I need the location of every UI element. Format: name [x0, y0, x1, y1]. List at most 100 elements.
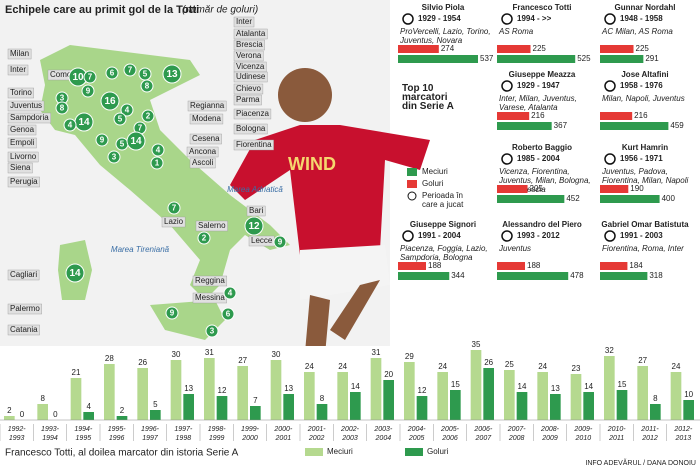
- goal-label: 8: [60, 104, 65, 113]
- club-box: [233, 39, 265, 51]
- matches-bar: [497, 55, 576, 63]
- legend-swatch: [407, 180, 417, 188]
- legend-label: Meciuri: [422, 167, 448, 176]
- player-clubs: Fiorentina, Roma, Inter: [602, 244, 684, 253]
- goal-marker: [126, 131, 146, 151]
- value-label: 5: [153, 400, 158, 409]
- club-label: Modena: [192, 114, 221, 123]
- goal-label: 14: [69, 268, 81, 279]
- bar: [616, 390, 628, 420]
- goal-marker: [113, 112, 127, 126]
- legend-label: Goluri: [427, 447, 449, 456]
- club-label: Juventus: [10, 101, 42, 110]
- goals-bar: [497, 45, 531, 53]
- goal-marker: [123, 63, 137, 77]
- bar: [604, 356, 615, 420]
- credit: INFO ADEVĂRUL / DANA DONOIU: [585, 458, 696, 467]
- club-box: [195, 220, 228, 232]
- matches-label: 525: [577, 54, 591, 63]
- goal-marker: [205, 324, 219, 338]
- value-label: 29: [405, 352, 414, 361]
- goal-label: 6: [226, 310, 231, 319]
- goal-marker: [197, 231, 211, 245]
- matches-bar: [398, 55, 478, 63]
- club-label: Chievo: [236, 84, 261, 93]
- goal-label: 14: [130, 136, 142, 147]
- value-label: 15: [618, 380, 627, 389]
- header-title: Echipele care au primit gol de la Totti: [5, 4, 199, 16]
- goals-label: 225: [636, 44, 650, 53]
- club-box: [192, 275, 228, 287]
- club-box: [7, 137, 37, 149]
- club-label: Regianna: [190, 101, 225, 110]
- ball-icon: [402, 13, 414, 25]
- goal-marker: [100, 91, 120, 111]
- goal-label: 4: [125, 106, 130, 115]
- bar: [537, 372, 548, 420]
- jersey-text: WIND: [288, 154, 336, 174]
- value-label: 31: [372, 348, 381, 357]
- goals-label: 274: [441, 44, 455, 53]
- bar: [70, 378, 82, 420]
- club-label: Vicenza: [236, 62, 265, 71]
- value-label: 14: [351, 382, 360, 391]
- x-tick-label: 2003-2004: [373, 426, 393, 442]
- club-box: [7, 303, 42, 315]
- matches-bar: [600, 195, 660, 203]
- goal-label: 2: [202, 234, 207, 243]
- bar: [4, 416, 15, 420]
- club-label: Ancona: [189, 147, 217, 156]
- value-label: 2: [120, 406, 125, 415]
- bar: [350, 392, 361, 420]
- goals-bar: [600, 262, 628, 270]
- value-label: 13: [551, 384, 560, 393]
- bar: [483, 368, 494, 420]
- bar: [637, 366, 648, 420]
- club-box: [233, 108, 272, 120]
- ball-icon: [402, 230, 414, 242]
- club-box: [7, 124, 37, 136]
- goal-label: 5: [118, 115, 123, 124]
- club-label: Perugia: [10, 177, 38, 186]
- club-label: Bari: [249, 206, 263, 215]
- x-tick-label: 2010-2011: [607, 426, 627, 442]
- legend-swatch: [407, 168, 417, 176]
- goal-label: 13: [166, 69, 178, 80]
- value-label: 21: [72, 368, 81, 377]
- goal-label: 14: [78, 117, 90, 128]
- value-label: 4: [86, 402, 91, 411]
- goal-label: 10: [72, 72, 84, 83]
- value-label: 14: [584, 382, 593, 391]
- legend-label: Perioada în care a jucat: [422, 191, 464, 209]
- value-label: 15: [451, 380, 460, 389]
- goal-marker: [151, 143, 165, 157]
- player-clubs: Milan, Napoli, Juventus: [602, 94, 685, 103]
- club-box: [7, 112, 51, 124]
- value-label: 23: [572, 364, 581, 373]
- goals-label: 184: [629, 261, 643, 270]
- value-label: 32: [605, 346, 614, 355]
- player-years: 1991 - 2003: [620, 231, 663, 240]
- value-label: 10: [684, 390, 693, 399]
- player-clubs: AC Milan, AS Roma: [601, 27, 673, 36]
- player-name: Gabriel Omar Batistuta: [601, 220, 689, 229]
- bar: [437, 372, 448, 420]
- legend-swatch: [305, 448, 323, 456]
- matches-label: 459: [670, 121, 684, 130]
- legend-swatch: [405, 448, 423, 456]
- bar: [204, 358, 215, 420]
- player-name: Jose Altafini: [621, 70, 668, 79]
- value-label: 35: [472, 340, 481, 349]
- italy-mainland: [40, 45, 290, 300]
- player-name: Roberto Baggio: [512, 143, 572, 152]
- x-tick-label: 2011-2012: [640, 426, 659, 442]
- bar: [583, 392, 594, 420]
- club-box: [7, 176, 40, 188]
- club-label: Ascoli: [192, 158, 214, 167]
- player-clubs: Piacenza, Foggia, Lazio, Sampdoria, Bolog…: [400, 244, 488, 262]
- goal-label: 3: [60, 94, 65, 103]
- bar: [550, 394, 561, 420]
- value-label: 2: [7, 406, 12, 415]
- club-box: [189, 157, 216, 169]
